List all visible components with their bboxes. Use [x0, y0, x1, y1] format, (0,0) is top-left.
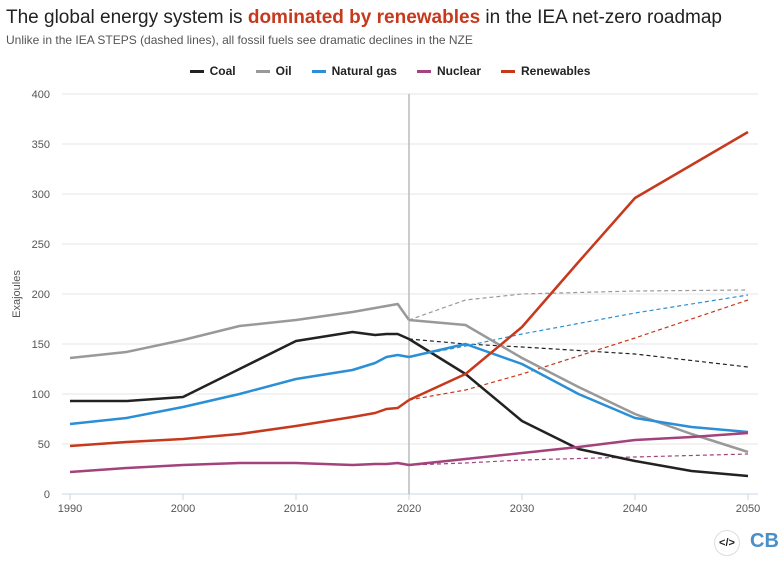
nuclear-steps-line: [408, 453, 749, 466]
legend-swatch: [189, 69, 204, 73]
x-tick-label: 2030: [510, 503, 534, 515]
legend-label: Coal: [209, 64, 236, 78]
y-tick-label: 150: [32, 339, 50, 351]
chart-title: The global energy system is dominated by…: [6, 7, 722, 29]
legend: Coal Oil Natural gas Nuclear Renewables: [0, 64, 780, 78]
x-tick-label: 1990: [58, 503, 82, 515]
oil-nze-line: [408, 318, 749, 454]
coal-historical-line: [70, 330, 410, 403]
coal-steps-line: [408, 338, 749, 368]
y-axis-label: Exajoules: [11, 270, 23, 318]
y-tick-label: 400: [32, 89, 50, 101]
title-text: The global energy system is: [6, 7, 248, 28]
legend-label: Nuclear: [436, 64, 482, 78]
x-tick-label: 2050: [736, 503, 760, 515]
legend-swatch: [255, 69, 270, 73]
nuclear-historical-line: [69, 461, 410, 474]
title-text-end: in the IEA net-zero roadmap: [480, 7, 723, 28]
y-tick-label: 250: [32, 239, 50, 251]
x-tick-label: 2000: [171, 503, 195, 515]
x-tick-label: 2010: [284, 503, 308, 515]
legend-label: Natural gas: [331, 64, 397, 78]
legend-swatch: [501, 69, 516, 73]
legend-item-natural-gas[interactable]: Natural gas: [311, 64, 397, 78]
legend-label: Oil: [275, 64, 292, 78]
legend-label: Renewables: [521, 64, 591, 78]
x-tick-label: 2040: [623, 503, 647, 515]
chart-subtitle: Unlike in the IEA STEPS (dashed lines), …: [6, 33, 473, 47]
code-embed-icon[interactable]: </>: [714, 530, 740, 556]
legend-item-nuclear[interactable]: Nuclear: [416, 64, 482, 78]
natural-gas-nze-line: [408, 342, 749, 434]
carbon-brief-logo: CB: [750, 530, 779, 552]
y-tick-label: 100: [32, 389, 50, 401]
nuclear-nze-line: [408, 431, 749, 467]
y-tick-label: 200: [32, 289, 50, 301]
renewables-steps-line: [408, 299, 749, 401]
legend-item-oil[interactable]: Oil: [255, 64, 292, 78]
y-tick-label: 350: [32, 139, 50, 151]
title-highlight: dominated by renewables: [247, 7, 481, 28]
oil-historical-line: [69, 302, 411, 360]
renewables-historical-line: [69, 398, 410, 448]
oil-steps-line: [408, 289, 749, 321]
legend-swatch: [416, 69, 431, 73]
legend-item-coal[interactable]: Coal: [189, 64, 236, 78]
renewables-nze-line: [408, 130, 749, 402]
natural-gas-historical-line: [69, 353, 410, 426]
legend-item-renewables[interactable]: Renewables: [501, 64, 590, 78]
natural-gas-steps-line: [408, 294, 749, 358]
y-tick-label: 0: [44, 489, 50, 501]
x-tick-label: 2020: [397, 503, 421, 515]
y-tick-label: 300: [32, 189, 50, 201]
y-tick-label: 50: [38, 439, 50, 451]
legend-swatch: [311, 69, 326, 73]
